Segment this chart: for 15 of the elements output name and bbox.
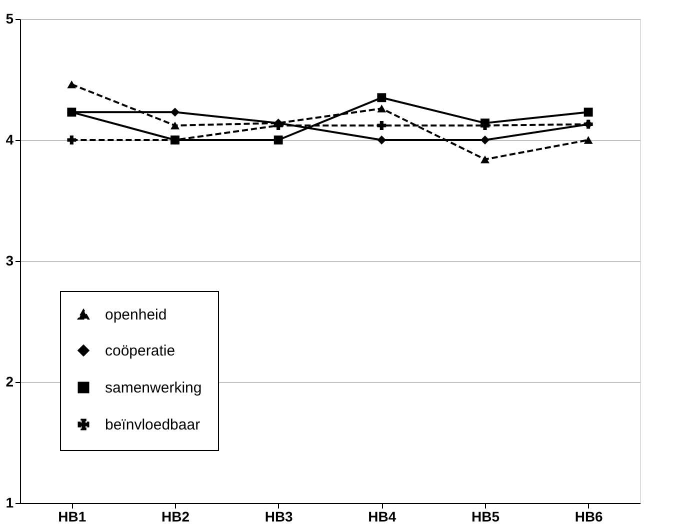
y-tick-label: 5	[6, 10, 14, 26]
x-tick-label: HB5	[471, 508, 500, 524]
y-tick-label: 2	[6, 374, 14, 390]
x-tick-label: HB1	[58, 508, 86, 524]
legend-label: beïnvloedbaar	[105, 416, 200, 434]
y-tick-label: 4	[6, 132, 14, 148]
legend-label: openheid	[105, 306, 167, 324]
y-tick-label: 3	[6, 252, 14, 268]
x-tick-label: HB2	[161, 508, 190, 524]
y-tick-label: 1	[6, 494, 14, 510]
x-tick-label: HB6	[574, 508, 604, 524]
legend-label: samenwerking	[105, 380, 202, 396]
x-tick-label: HB4	[368, 508, 396, 524]
x-tick-label: HB3	[264, 508, 294, 524]
legend-label: coöperatie	[105, 342, 176, 360]
